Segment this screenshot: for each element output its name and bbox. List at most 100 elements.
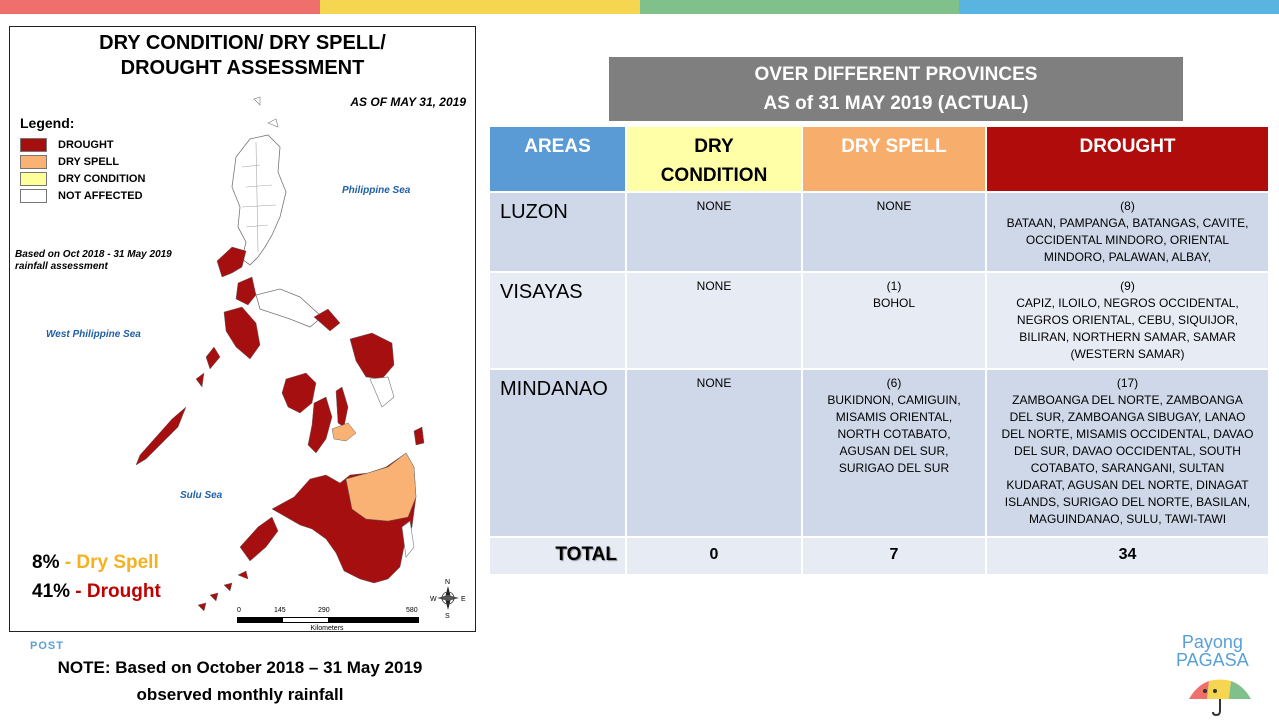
cell-line: MINDORO, PALAWAN, ALBAY, (1043, 250, 1212, 264)
compass-n: N (445, 579, 450, 586)
note-line2: observed monthly rainfall (136, 685, 344, 704)
pct-drought-label: Drought (86, 581, 161, 602)
top-bar-red (0, 0, 320, 14)
map-title-line2: DROUGHT ASSESSMENT (120, 57, 365, 79)
legend-item-not-affected: NOT AFFECTED (20, 189, 143, 203)
table-row-luzon: LUZON NONE NONE (8) BATAAN, PAMPANGA, BA… (488, 191, 1270, 273)
cell-line: (WESTERN SAMAR) (1070, 347, 1185, 361)
drought-cell: (8) BATAAN, PAMPANGA, BATANGAS, CAVITE, … (985, 191, 1270, 273)
payong-pagasa-logo: Payong PAGASA (1176, 633, 1249, 669)
cell-line: DEL NORTE, MISAMIS OCCIDENTAL, DAVAO (1001, 427, 1254, 441)
area-cell: LUZON (488, 191, 627, 273)
header-line2: AS of 31 MAY 2019 (ACTUAL) (763, 93, 1029, 114)
dry-condition-swatch (20, 172, 47, 186)
logo-line2: PAGASA (1176, 650, 1249, 670)
area-cell: MINDANAO (488, 368, 627, 538)
post-label: POST (30, 640, 64, 652)
cell-line: BUKIDNON, CAMIGUIN, (827, 393, 961, 407)
philippines-map-graphic (135, 96, 425, 612)
legend-item-dry-spell: DRY SPELL (20, 155, 119, 169)
compass-w: W (430, 596, 437, 603)
cell-line: ISLANDS, SURIGAO DEL NORTE, BASILAN, (1004, 495, 1251, 509)
cell-line: DEL SUR, DAVAO OCCIDENTAL, SOUTH (1014, 444, 1241, 458)
dry-spell-cell: NONE (801, 191, 987, 273)
cell-line: COTABATO, SARANGANI, SULTAN (1030, 461, 1225, 475)
header-dry-condition: DRY CONDITION (625, 125, 803, 193)
legend-label: NOT AFFECTED (58, 190, 143, 202)
label-philippine-sea: Philippine Sea (342, 185, 411, 196)
header-dry-condition-line1: DRY (694, 136, 734, 157)
scale-bar-segments (237, 617, 419, 623)
label-west-philippine-sea: West Philippine Sea (46, 329, 141, 340)
dry-condition-cell: NONE (625, 368, 803, 538)
top-color-bar (0, 0, 1279, 14)
total-dry-condition: 0 (625, 536, 803, 576)
dry-spell-cell: (6) BUKIDNON, CAMIGUIN, MISAMIS ORIENTAL… (801, 368, 987, 538)
pct-dry-spell-value: 8% (32, 552, 60, 573)
scale-tick: 580 (406, 607, 418, 614)
table-row-visayas: VISAYAS NONE (1) BOHOL (9) CAPIZ, ILOILO… (488, 271, 1270, 370)
dry-condition-cell: NONE (625, 191, 803, 273)
label-sulu-sea: Sulu Sea (180, 490, 223, 501)
scale-unit: Kilometers (310, 625, 344, 632)
note-line1: NOTE: Based on October 2018 – 31 May 201… (57, 658, 423, 677)
cell-line: BATAAN, PAMPANGA, BATANGAS, CAVITE, (1006, 216, 1249, 230)
header-areas: AREAS (488, 125, 627, 193)
total-dry-spell: 7 (801, 536, 987, 576)
top-bar-green (639, 0, 960, 14)
map-scale-bar: 0 145 290 580 Kilometers (237, 607, 422, 632)
cell-line: BILIRAN, NORTHERN SAMAR, SAMAR (1019, 330, 1236, 344)
header-dry-condition-line2: CONDITION (660, 165, 768, 186)
cell-line: ZAMBOANGA DEL NORTE, ZAMBOANGA (1012, 393, 1243, 407)
compass-rose-icon: N W E S (430, 579, 466, 620)
legend-title: Legend: (20, 115, 75, 131)
header-line1: OVER DIFFERENT PROVINCES (754, 64, 1038, 85)
cell-line: NEGROS ORIENTAL, CEBU, SIQUIJOR, (1016, 313, 1239, 327)
cell-line: (17) (1116, 376, 1139, 390)
legend-label: DROUGHT (58, 139, 114, 151)
pct-drought-value: 41% (32, 581, 71, 602)
dry-spell-swatch (20, 155, 47, 169)
pct-drought: 41% - Drought (32, 581, 161, 603)
total-label: TOTAL (488, 536, 627, 576)
cell-line: (6) (886, 376, 902, 390)
cell-line: (8) (1120, 199, 1135, 213)
cell-line: KUDARAT, AGUSAN DEL NORTE, DINAGAT (1006, 478, 1249, 492)
table-total-row: TOTAL 0 7 34 (488, 536, 1270, 576)
total-drought: 34 (985, 536, 1270, 576)
header-dry-spell: DRY SPELL (801, 125, 987, 193)
not-affected-swatch (20, 189, 47, 203)
map-basis-note: Based on Oct 2018 - 31 May 2019 rainfall… (15, 249, 172, 273)
cell-line: CAPIZ, ILOILO, NEGROS OCCIDENTAL, (1016, 296, 1239, 310)
map-title: DRY CONDITION/ DRY SPELL/ DROUGHT ASSESS… (10, 31, 475, 81)
scale-tick: 0 (237, 607, 241, 614)
dry-condition-cell: NONE (625, 271, 803, 370)
basis-line2: rainfall assessment (15, 261, 108, 272)
provinces-table: AREAS DRY CONDITION DRY SPELL DROUGHT LU… (488, 125, 1270, 576)
pct-dry-spell: 8% - Dry Spell (32, 552, 159, 574)
cell-line: MAGUINDANAO, SULU, TAWI-TAWI (1028, 512, 1227, 526)
rainfall-note: NOTE: Based on October 2018 – 31 May 201… (20, 654, 460, 708)
cell-line: NONE (876, 199, 912, 213)
cell-line: OCCIDENTAL MINDORO, ORIENTAL (1025, 233, 1230, 247)
area-cell: VISAYAS (488, 271, 627, 370)
drought-map-panel: DRY CONDITION/ DRY SPELL/ DROUGHT ASSESS… (9, 26, 476, 632)
legend-label: DRY CONDITION (58, 173, 146, 185)
cell-line: MISAMIS ORIENTAL, (835, 410, 953, 424)
pct-sep: - (59, 552, 77, 573)
top-bar-blue (959, 0, 1279, 14)
map-title-line1: DRY CONDITION/ DRY SPELL/ (99, 32, 386, 54)
drought-cell: (9) CAPIZ, ILOILO, NEGROS OCCIDENTAL, NE… (985, 271, 1270, 370)
logo-line1: Payong (1181, 632, 1243, 652)
cell-line: NORTH COTABATO, (837, 427, 951, 441)
legend-item-drought: DROUGHT (20, 138, 114, 152)
cell-line: BOHOL (872, 296, 915, 310)
cell-line: DEL SUR, ZAMBOANGA SIBUGAY, LANAO (1009, 410, 1246, 424)
cell-line: AGUSAN DEL SUR, (839, 444, 949, 458)
cell-line: (1) (886, 279, 902, 293)
pct-dry-spell-label: Dry Spell (76, 552, 159, 573)
drought-swatch (20, 138, 47, 152)
table-header-banner: OVER DIFFERENT PROVINCES AS of 31 MAY 20… (609, 57, 1183, 121)
cell-line: (9) (1120, 279, 1135, 293)
cell-line: SURIGAO DEL SUR (838, 461, 950, 475)
